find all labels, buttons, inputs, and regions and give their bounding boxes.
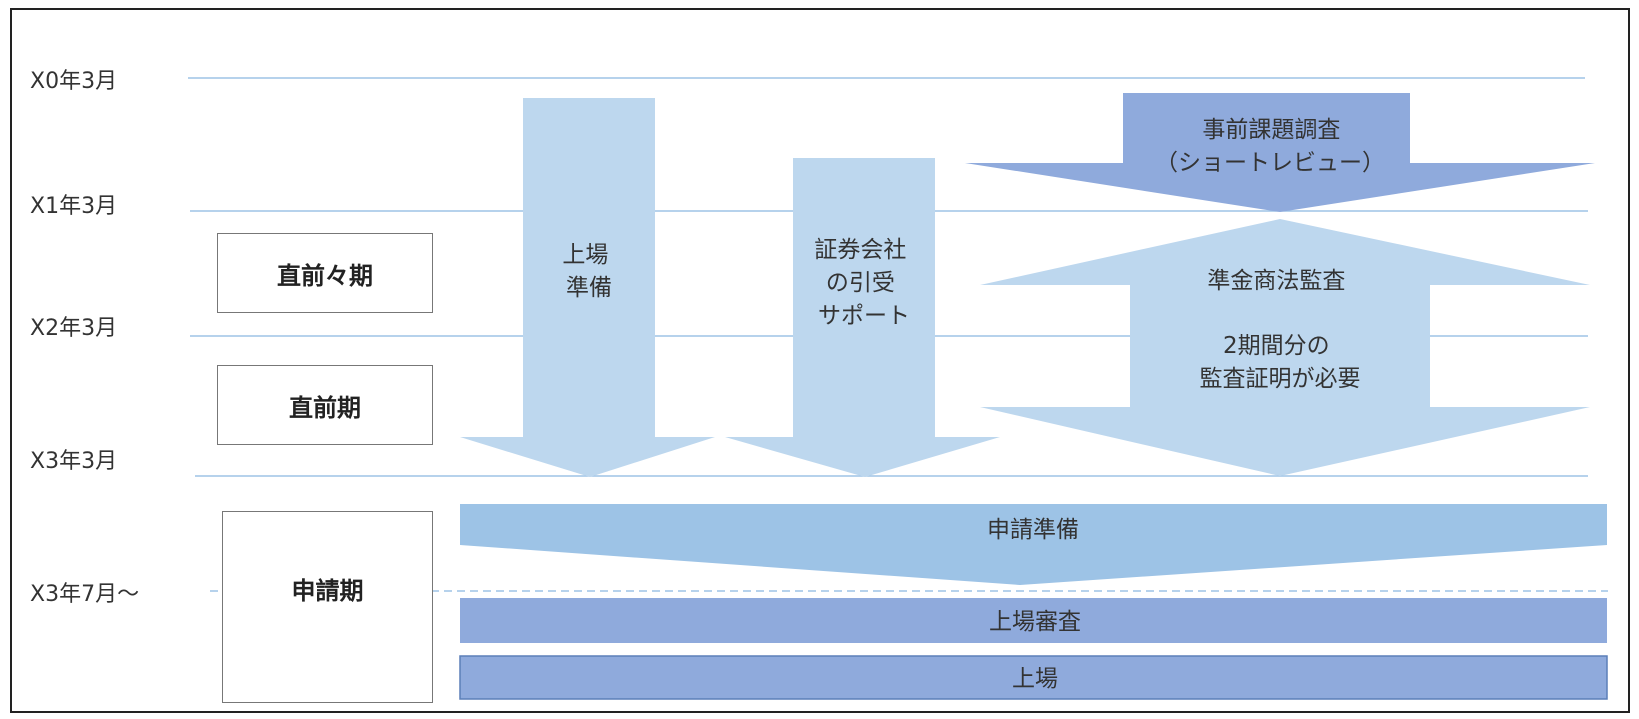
underwriting-support-text: 証券会社 の引受 サポート (814, 237, 913, 329)
phase-box-application: 申請期 (222, 511, 433, 703)
listing-prep-text: 上場 準備 (562, 242, 615, 301)
timeline-label-x1: X1年3月 (30, 194, 118, 219)
timeline-label-x3: X3年3月 (30, 449, 118, 474)
listing-review-text: 上場審査 (989, 609, 1081, 635)
timeline-label-x2: X2年3月 (30, 316, 118, 341)
listing-bar (459, 655, 1608, 700)
phase-box-before-last: 直前々期 (217, 233, 433, 313)
short-review-arrow (965, 93, 1595, 212)
listing-prep-arrow (460, 98, 715, 477)
application-prep-text: 申請準備 (987, 517, 1079, 543)
audit-text: 準金商法監査 2期間分の 監査証明が必要 (1200, 268, 1361, 392)
audit-double-arrow (980, 219, 1590, 476)
phase-label-application: 申請期 (223, 577, 432, 605)
underwriting-support-arrow (725, 158, 1000, 477)
phase-label-last: 直前期 (289, 393, 361, 422)
timeline-label-x0: X0年3月 (30, 69, 118, 94)
phase-label-before-last: 直前々期 (277, 261, 373, 290)
listing-text: 上場 (1012, 666, 1058, 692)
timeline-label-x3-july: X3年7月～ (30, 582, 140, 607)
application-prep-arrow (460, 504, 1607, 585)
phase-box-last: 直前期 (217, 365, 433, 445)
short-review-text: 事前課題調査 （ショートレビュー） (1155, 117, 1385, 176)
listing-review-bar (460, 598, 1607, 643)
